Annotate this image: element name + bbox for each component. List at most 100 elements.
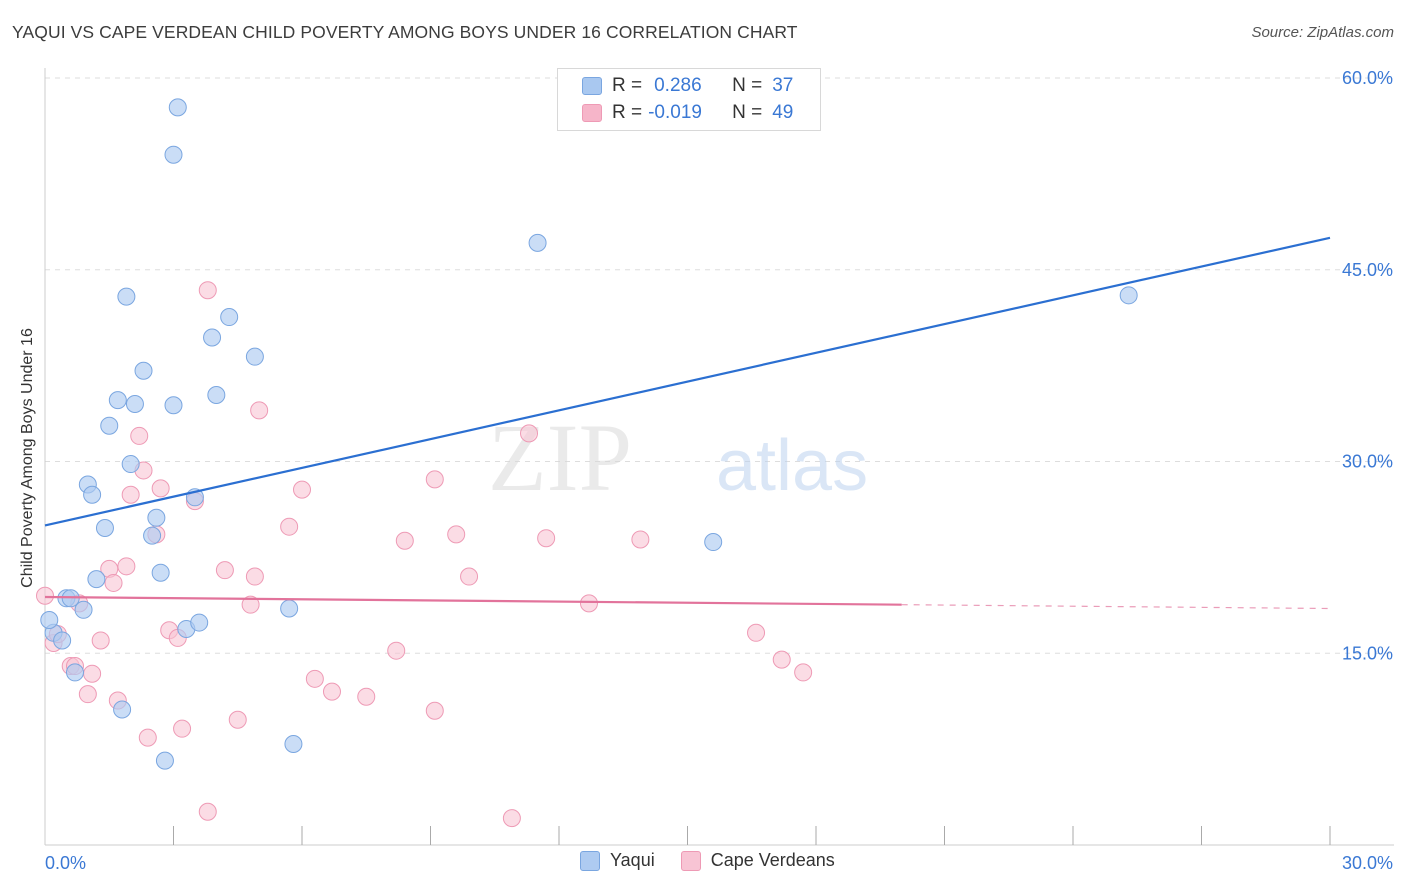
series-yaqui <box>40 98 1138 770</box>
yaqui-point <box>65 663 84 682</box>
cape-verdeans-point <box>280 517 299 536</box>
yaqui-point <box>113 700 132 719</box>
legend-label-cape-verdeans: Cape Verdeans <box>710 850 835 870</box>
cape-verdeans-point <box>83 664 102 683</box>
cape-verdeans-point <box>460 567 479 586</box>
legend-n-value: 49 <box>772 102 794 123</box>
yaqui-point <box>121 455 140 474</box>
y-tick-label: 45.0% <box>1342 260 1393 280</box>
legend-swatch-yaqui <box>580 850 600 871</box>
yaqui-point <box>125 394 144 413</box>
yaqui-point <box>245 347 264 366</box>
cape-verdeans-point <box>138 728 157 747</box>
source-label: Source: ZipAtlas.com <box>1251 24 1394 41</box>
yaqui-point <box>87 570 106 589</box>
cape-verdeans-point <box>250 401 269 420</box>
cape-verdeans-point <box>198 802 217 821</box>
watermark: ZIP atlas <box>488 404 868 511</box>
cape-verdeans-point <box>215 561 234 580</box>
cape-verdeans-point <box>198 281 217 300</box>
cape-verdeans-point <box>425 701 444 720</box>
cape-verdeans-point <box>772 650 791 669</box>
yaqui-point <box>203 328 222 347</box>
yaqui-point <box>117 287 136 306</box>
yaqui-point <box>53 631 72 650</box>
cape-verdeans-point <box>747 623 766 642</box>
legend-label-yaqui: Yaqui <box>610 850 655 870</box>
cape-verdeans-point <box>228 710 247 729</box>
cape-verdeans-trend-extension <box>901 604 1331 610</box>
correlation-legend: R = 0.286 N = 37 R = -0.019 N = 49 <box>557 68 821 131</box>
cape-verdeans-point <box>395 531 414 550</box>
yaqui-trend-line <box>44 236 1331 527</box>
legend-r-label: R = <box>612 75 643 96</box>
yaqui-point <box>207 386 226 405</box>
chart-title: YAQUI VS CAPE VERDEAN CHILD POVERTY AMON… <box>12 22 798 42</box>
cape-verdeans-point <box>241 595 260 614</box>
legend-r-value: 0.286 <box>654 75 702 96</box>
legend-item-cape-verdeans[interactable]: Cape Verdeans <box>680 850 835 871</box>
legend-swatch-cape-verdeans <box>680 850 701 871</box>
legend-swatch-yaqui <box>582 77 602 95</box>
cape-verdeans-point <box>520 424 539 443</box>
cape-verdeans-point <box>117 557 136 576</box>
legend-n-label: N = <box>732 102 763 123</box>
cape-verdeans-point <box>537 529 556 548</box>
gridlines <box>45 77 1394 654</box>
cape-verdeans-point <box>130 426 149 445</box>
yaqui-point <box>280 599 299 618</box>
yaqui-point <box>134 361 153 380</box>
cape-verdeans-point <box>78 685 97 704</box>
yaqui-point <box>83 485 102 504</box>
x-tick-label: 0.0% <box>45 853 86 873</box>
y-tick-label: 60.0% <box>1342 68 1393 88</box>
yaqui-point <box>284 735 303 754</box>
cape-verdeans-point <box>245 567 264 586</box>
watermark-zip: ZIP <box>488 404 632 511</box>
yaqui-point <box>155 751 174 770</box>
legend-item-yaqui[interactable]: Yaqui <box>580 850 655 871</box>
legend-row-cape-verdeans: R = -0.019 N = 49 <box>582 101 793 125</box>
legend-n-label: N = <box>732 75 763 96</box>
cape-verdeans-trend-line <box>44 595 902 606</box>
cape-verdeans-point <box>794 663 813 682</box>
yaqui-point <box>40 611 59 630</box>
yaqui-point <box>168 98 187 117</box>
legend-n-value: 37 <box>772 75 794 96</box>
yaqui-point <box>1119 286 1138 305</box>
cape-verdeans-point <box>173 719 192 738</box>
cape-verdeans-point <box>425 470 444 489</box>
yaqui-point <box>704 533 723 552</box>
cape-verdeans-point <box>322 682 341 701</box>
yaqui-point <box>220 308 239 327</box>
cape-verdeans-point <box>387 641 406 660</box>
yaqui-point <box>143 526 162 545</box>
series-cape-verdeans <box>36 281 813 828</box>
trend-lines <box>44 236 1331 610</box>
cape-verdeans-point <box>631 530 650 549</box>
cape-verdeans-point <box>447 525 466 544</box>
cape-verdeans-point <box>305 669 324 688</box>
yaqui-point <box>528 233 547 252</box>
cape-verdeans-point <box>357 687 376 706</box>
legend-r-value: -0.019 <box>648 102 702 123</box>
yaqui-point <box>74 600 93 619</box>
yaqui-point <box>164 145 183 164</box>
cape-verdeans-point <box>121 485 140 504</box>
series-legend: Yaqui Cape Verdeans <box>580 850 861 871</box>
axes <box>44 68 1394 846</box>
legend-row-yaqui: R = 0.286 N = 37 <box>582 74 793 98</box>
cape-verdeans-point <box>104 573 123 592</box>
yaqui-point <box>147 508 166 527</box>
yaqui-point <box>100 416 119 435</box>
yaqui-point <box>164 396 183 415</box>
cape-verdeans-point <box>502 809 521 828</box>
y-tick-label: 30.0% <box>1342 452 1393 472</box>
legend-swatch-cape-verdeans <box>582 104 602 122</box>
yaqui-point <box>151 563 170 582</box>
tick-labels: 15.0% 30.0% 45.0% 60.0% 0.0% 30.0% <box>45 68 1393 873</box>
watermark-atlas: atlas <box>716 426 868 506</box>
cape-verdeans-point <box>579 594 598 613</box>
y-tick-label: 15.0% <box>1342 643 1393 663</box>
